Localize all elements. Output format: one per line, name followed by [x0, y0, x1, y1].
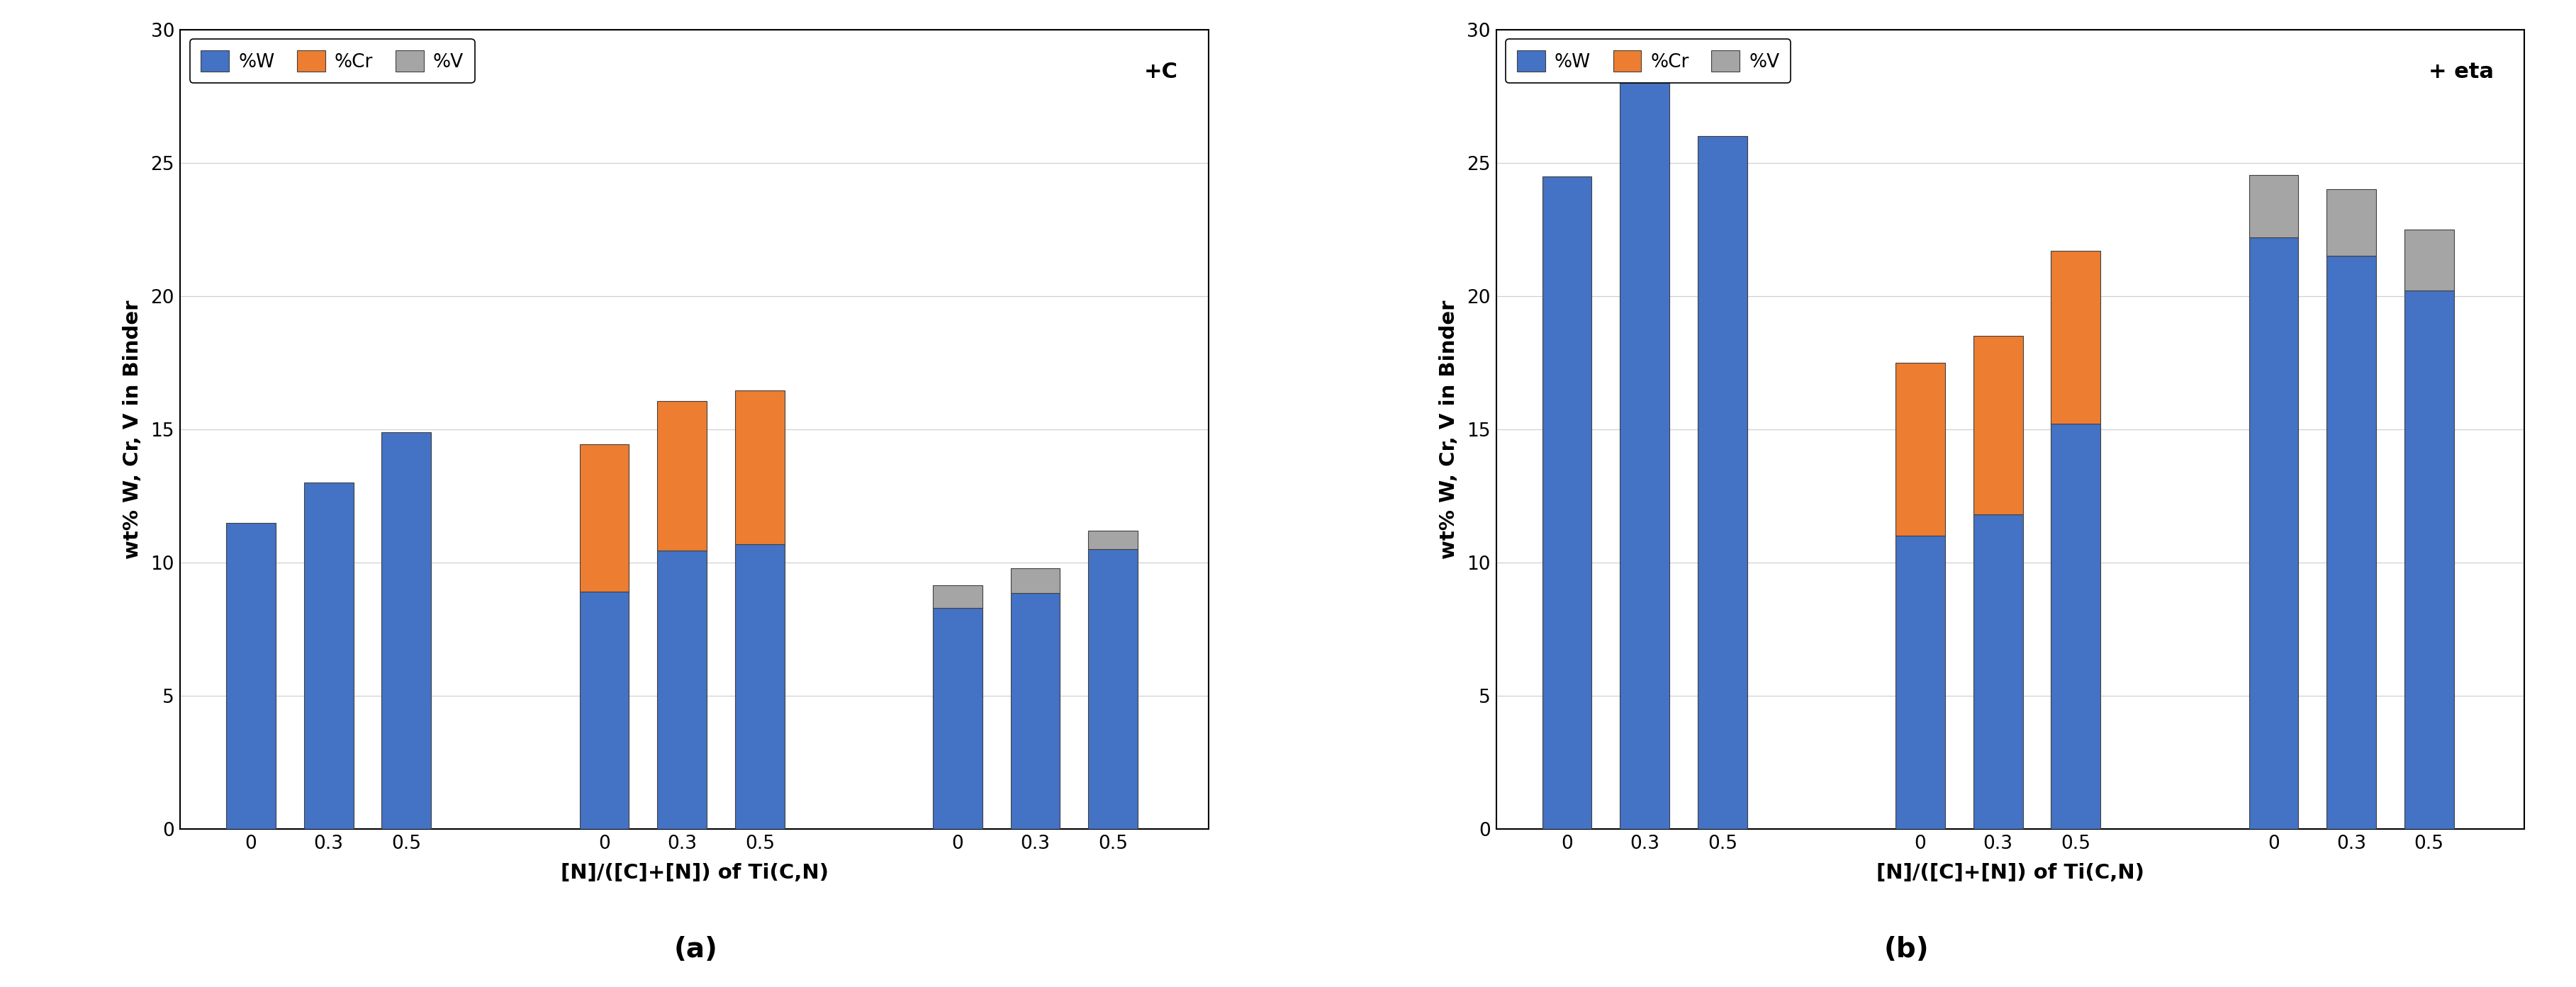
Text: +C: +C	[1144, 61, 1177, 82]
Bar	[1973, 514, 2022, 829]
Bar	[304, 483, 353, 829]
Bar	[657, 551, 706, 829]
Bar	[1087, 549, 1139, 829]
X-axis label: [N]/([C]+[N]) of Ti(C,N): [N]/([C]+[N]) of Ti(C,N)	[562, 864, 829, 883]
Bar	[1698, 136, 1747, 829]
Bar	[580, 592, 629, 829]
Bar	[1010, 593, 1061, 829]
Y-axis label: wt% W, Cr, V in Binder: wt% W, Cr, V in Binder	[1440, 300, 1458, 559]
Bar	[734, 544, 786, 829]
X-axis label: [N]/([C]+[N]) of Ti(C,N): [N]/([C]+[N]) of Ti(C,N)	[1875, 864, 2143, 883]
Bar	[381, 432, 430, 829]
Bar	[2403, 291, 2455, 829]
Bar	[933, 608, 981, 829]
Bar	[657, 402, 706, 551]
Bar	[1896, 362, 1945, 536]
Bar	[1973, 336, 2022, 514]
Bar	[227, 523, 276, 829]
Legend: %W, %Cr, %V: %W, %Cr, %V	[1507, 38, 1790, 83]
Y-axis label: wt% W, Cr, V in Binder: wt% W, Cr, V in Binder	[124, 300, 142, 559]
Legend: %W, %Cr, %V: %W, %Cr, %V	[191, 38, 474, 83]
Bar	[2403, 229, 2455, 291]
Bar	[1896, 536, 1945, 829]
Bar	[2050, 251, 2099, 424]
Bar	[734, 391, 786, 544]
Bar	[2249, 175, 2298, 238]
Bar	[2249, 238, 2298, 829]
Bar	[1543, 176, 1592, 829]
Bar	[933, 585, 981, 608]
Bar	[2326, 190, 2375, 256]
Bar	[2050, 424, 2099, 829]
Bar	[1087, 531, 1139, 549]
Bar	[1620, 83, 1669, 829]
Bar	[2326, 256, 2375, 829]
Text: (a): (a)	[672, 936, 719, 963]
Bar	[1010, 568, 1061, 593]
Bar	[580, 444, 629, 592]
Text: (b): (b)	[1883, 936, 1929, 963]
Text: + eta: + eta	[2429, 61, 2494, 82]
